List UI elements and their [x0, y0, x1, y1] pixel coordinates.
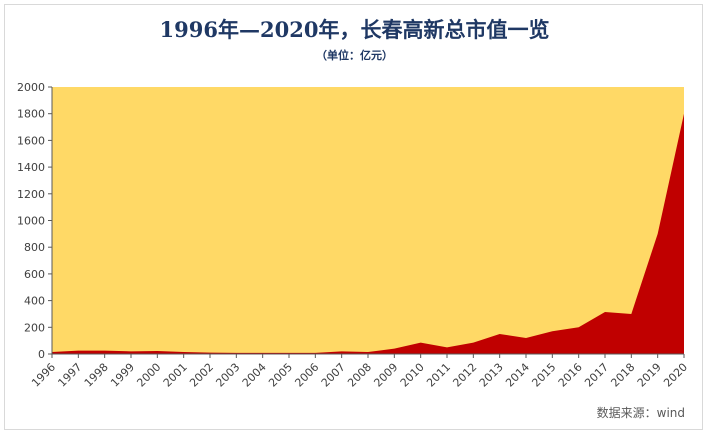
x-tick-label: 2017	[582, 361, 611, 390]
x-tick-label: 2000	[134, 361, 163, 390]
y-tick-label: 0	[38, 348, 45, 361]
x-tick-label: 2004	[240, 361, 269, 390]
x-tick-label: 2002	[187, 361, 216, 390]
chart-title: 1996年—2020年，长春高新总市值一览	[159, 17, 550, 42]
y-tick-label: 1400	[17, 161, 45, 174]
y-tick-label: 200	[24, 321, 45, 334]
y-tick-label: 800	[24, 241, 45, 254]
x-tick-label: 2015	[529, 361, 558, 390]
data-source-note: 数据来源：wind	[596, 406, 685, 420]
y-tick-label: 1600	[17, 134, 45, 147]
x-tick-label: 1997	[55, 361, 84, 390]
x-tick-label: 2019	[635, 361, 664, 390]
x-tick-label: 2016	[556, 361, 585, 390]
y-tick-label: 1000	[17, 215, 45, 228]
x-tick-label: 1999	[108, 361, 137, 390]
x-tick-label: 2014	[503, 361, 532, 390]
x-tick-label: 2001	[161, 361, 190, 390]
plot-area	[52, 87, 684, 354]
x-tick-label: 2010	[398, 361, 427, 390]
area-series-0	[52, 113, 684, 354]
x-tick-label: 2009	[371, 361, 400, 390]
x-tick-label: 1998	[82, 361, 111, 390]
x-tick-label: 2006	[292, 361, 321, 390]
x-tick-label: 2013	[477, 361, 506, 390]
y-tick-label: 1200	[17, 188, 45, 201]
y-tick-label: 1800	[17, 108, 45, 121]
y-tick-label: 400	[24, 295, 45, 308]
x-tick-label: 2012	[450, 361, 479, 390]
x-tick-label: 2003	[213, 361, 242, 390]
x-tick-label: 2007	[319, 361, 348, 390]
x-tick-label: 2020	[661, 361, 690, 390]
chart-subtitle: （单位：亿元）	[316, 49, 393, 62]
y-tick-label: 2000	[17, 81, 45, 94]
x-tick-label: 2011	[424, 361, 453, 390]
x-tick-label: 2018	[608, 361, 637, 390]
x-tick-label: 1996	[29, 361, 58, 390]
y-tick-label: 600	[24, 268, 45, 281]
x-tick-label: 2008	[345, 361, 374, 390]
x-tick-label: 2005	[266, 361, 295, 390]
